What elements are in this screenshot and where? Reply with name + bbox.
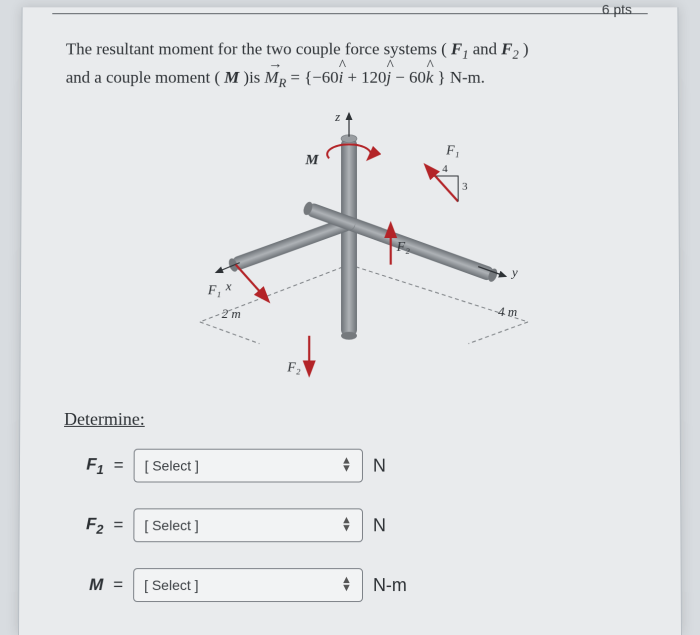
label-F2: F₂ — [396, 240, 410, 255]
select-placeholder: [ Select ] — [145, 458, 199, 474]
select-f1[interactable]: [ Select ] ▲▼ — [134, 449, 363, 483]
q-plus: + 120 — [347, 68, 386, 87]
dim-4m: 4 m — [498, 304, 517, 319]
q-f2: F — [501, 40, 512, 59]
var-f1: F1 — [64, 454, 104, 476]
answer-row-f1: F1 = [ Select ] ▲▼ N — [64, 449, 386, 483]
select-f2[interactable]: [ Select ] ▲▼ — [133, 508, 363, 542]
stepper-icon: ▲▼ — [341, 518, 352, 533]
jhat: j — [386, 65, 391, 90]
eq-sign: = — [114, 456, 124, 476]
label-F2b: F₂ — [286, 360, 301, 375]
q-and: and — [473, 40, 502, 59]
q-paren: ) — [523, 40, 529, 59]
unit-f2: N — [373, 515, 386, 536]
mr-M: M — [264, 68, 278, 87]
khat: k — [426, 65, 434, 90]
axis-y: y — [510, 265, 518, 280]
unit-f1: N — [373, 455, 386, 476]
mr-R: R — [279, 76, 287, 90]
axis-z: z — [334, 109, 340, 124]
dim-2m: 2 m — [222, 306, 241, 321]
q-close: } N-m. — [438, 68, 485, 87]
answer-row-m: M = [ Select ] ▲▼ N-m — [63, 568, 407, 602]
eq-sign: = — [113, 515, 123, 535]
q-text: The resultant moment for the two couple … — [66, 40, 451, 59]
var-f2: F2 — [63, 514, 103, 536]
determine-heading: Determine: — [64, 409, 145, 430]
answer-row-f2: F2 = [ Select ] ▲▼ N — [63, 508, 385, 542]
q-f1: F — [451, 40, 462, 59]
divider — [52, 13, 647, 14]
select-placeholder: [ Select ] — [144, 517, 198, 533]
var-m: M — [63, 575, 103, 595]
q-line2a: and a couple moment ( — [66, 68, 220, 87]
q-eq: = {−60 — [290, 68, 338, 87]
q-M: M — [224, 68, 239, 87]
axis-x: x — [225, 278, 232, 293]
ihat: i — [339, 65, 344, 90]
label-F1b: F₁ — [207, 283, 221, 298]
unit-m: N-m — [373, 575, 407, 596]
stepper-icon: ▲▼ — [341, 577, 352, 592]
points-label: 6 pts — [602, 1, 632, 17]
dim-3: 3 — [462, 181, 468, 193]
select-m[interactable]: [ Select ] ▲▼ — [133, 568, 363, 602]
dim-4: 4 — [442, 163, 448, 175]
select-placeholder: [ Select ] — [144, 577, 198, 593]
q-minus: − 60 — [395, 68, 426, 87]
q-line2b: )is — [243, 68, 264, 87]
label-M: M — [304, 152, 319, 168]
question-text: The resultant moment for the two couple … — [66, 37, 635, 93]
diagram: 2 m 4 m z y x M — [130, 107, 568, 383]
label-F1: F₁ — [445, 143, 459, 158]
question-card: 6 pts The resultant moment for the two c… — [18, 7, 682, 635]
stepper-icon: ▲▼ — [341, 458, 352, 473]
eq-sign: = — [113, 575, 123, 595]
